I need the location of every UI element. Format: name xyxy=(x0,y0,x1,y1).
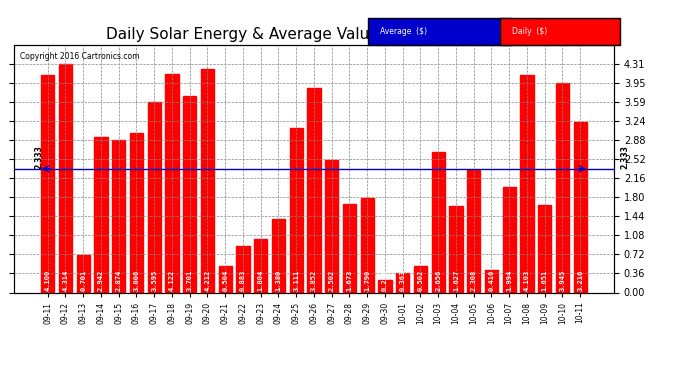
Text: 4.212: 4.212 xyxy=(204,270,210,291)
Bar xyxy=(502,187,516,292)
Text: 2.942: 2.942 xyxy=(98,270,104,291)
Bar xyxy=(378,280,392,292)
Bar xyxy=(485,270,498,292)
Bar xyxy=(467,170,480,292)
Bar xyxy=(236,246,250,292)
Text: 0.363: 0.363 xyxy=(400,270,406,291)
Bar xyxy=(77,255,90,292)
Text: 4.103: 4.103 xyxy=(524,270,530,291)
Text: 1.651: 1.651 xyxy=(542,270,548,291)
Bar xyxy=(166,74,179,292)
Text: 1.004: 1.004 xyxy=(257,270,264,291)
Bar xyxy=(254,239,267,292)
Text: 1.994: 1.994 xyxy=(506,270,512,291)
Text: 1.627: 1.627 xyxy=(453,270,459,291)
Bar xyxy=(148,102,161,292)
Bar xyxy=(520,75,533,292)
Text: 4.314: 4.314 xyxy=(63,270,68,291)
Text: 2.656: 2.656 xyxy=(435,270,441,291)
FancyBboxPatch shape xyxy=(500,18,620,45)
Bar xyxy=(325,160,338,292)
Text: 0.504: 0.504 xyxy=(222,270,228,291)
Bar xyxy=(343,204,356,292)
Bar xyxy=(555,83,569,292)
Text: 0.416: 0.416 xyxy=(489,270,495,291)
Text: 2.308: 2.308 xyxy=(471,270,477,291)
Text: 0.502: 0.502 xyxy=(417,270,424,291)
Text: 4.122: 4.122 xyxy=(169,270,175,291)
Text: 2.333: 2.333 xyxy=(34,145,43,169)
Text: 3.701: 3.701 xyxy=(187,270,193,291)
Text: Copyright 2016 Cartronics.com: Copyright 2016 Cartronics.com xyxy=(20,53,139,62)
Bar xyxy=(396,273,409,292)
Text: 0.701: 0.701 xyxy=(80,270,86,291)
Text: 3.852: 3.852 xyxy=(311,270,317,291)
Bar xyxy=(361,198,374,292)
Bar xyxy=(573,122,586,292)
Bar xyxy=(112,140,126,292)
Bar xyxy=(449,206,462,292)
Bar xyxy=(59,64,72,292)
Text: Daily  ($): Daily ($) xyxy=(512,27,547,36)
Bar xyxy=(201,69,214,292)
Bar xyxy=(95,136,108,292)
Text: 3.595: 3.595 xyxy=(151,270,157,291)
Text: 2.333: 2.333 xyxy=(620,145,629,169)
Bar xyxy=(431,152,445,292)
Bar xyxy=(219,266,232,292)
Text: 1.380: 1.380 xyxy=(275,270,282,291)
Bar xyxy=(130,133,143,292)
Bar xyxy=(41,75,55,292)
FancyBboxPatch shape xyxy=(368,18,512,45)
Bar xyxy=(538,205,551,292)
Text: Average  ($): Average ($) xyxy=(380,27,427,36)
Text: 3.006: 3.006 xyxy=(133,270,139,291)
Text: 2.502: 2.502 xyxy=(328,270,335,291)
Text: 0.243: 0.243 xyxy=(382,270,388,291)
Title: Daily Solar Energy & Average Value Wed Oct 12 18:08: Daily Solar Energy & Average Value Wed O… xyxy=(106,27,522,42)
Text: 0.883: 0.883 xyxy=(240,270,246,291)
Text: 3.945: 3.945 xyxy=(560,270,565,291)
Bar xyxy=(414,266,427,292)
Text: 1.790: 1.790 xyxy=(364,270,371,291)
Bar xyxy=(290,128,303,292)
Bar xyxy=(307,88,321,292)
Text: 1.673: 1.673 xyxy=(346,270,353,291)
Bar xyxy=(183,96,197,292)
Text: 3.216: 3.216 xyxy=(577,270,583,291)
Text: 3.111: 3.111 xyxy=(293,270,299,291)
Text: 4.100: 4.100 xyxy=(45,270,51,291)
Text: 2.874: 2.874 xyxy=(116,270,121,291)
Bar xyxy=(272,219,285,292)
